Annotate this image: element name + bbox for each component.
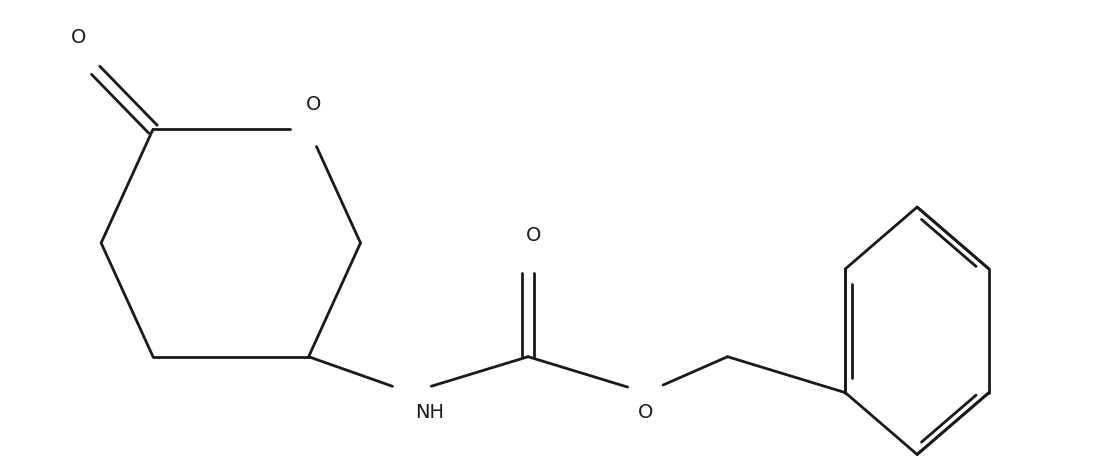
Text: O: O [638, 403, 654, 422]
Text: O: O [70, 29, 86, 48]
Text: O: O [525, 226, 541, 245]
Text: O: O [306, 95, 321, 114]
Text: NH: NH [416, 403, 444, 422]
